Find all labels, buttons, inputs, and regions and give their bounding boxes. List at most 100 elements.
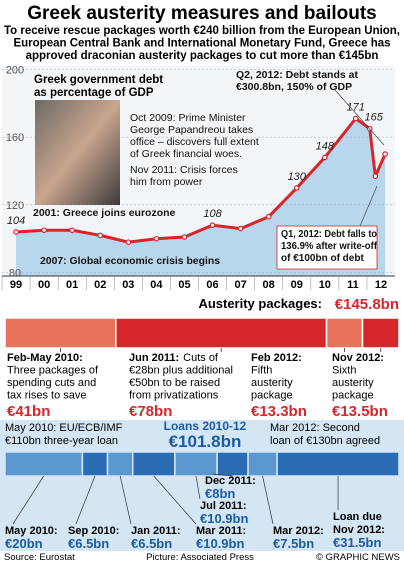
debt-point [69, 227, 75, 234]
debt-point [125, 239, 132, 245]
bar-segment [247, 451, 278, 477]
category-label: Mar 2011: [196, 525, 246, 537]
data-label: 108 [203, 208, 222, 220]
footer-picture: Picture: Associated Press [146, 552, 254, 563]
x-tick-label: 12 [375, 279, 387, 291]
x-tick-label: 00 [38, 279, 50, 291]
description: Sixth [332, 365, 356, 377]
debt-point [322, 154, 328, 161]
value-label: €13.3bn [251, 403, 307, 420]
debt-point [209, 222, 216, 228]
annotation: of €100bn of debt [281, 253, 364, 264]
debt-point [181, 234, 188, 240]
x-tick-label: 06 [206, 279, 218, 291]
x-tick-label: 01 [66, 279, 78, 291]
x-tick-label: 03 [122, 279, 134, 291]
section-title: Loans 2010-12 [164, 419, 247, 433]
y-tick-label: 200 [6, 64, 24, 76]
pin [262, 475, 274, 525]
title: Greek austerity measures and bailouts [27, 3, 377, 24]
debt-point [97, 232, 104, 239]
description: austerity [251, 377, 293, 389]
description: €50bn to be raised [129, 377, 220, 389]
value-label: €8bn [205, 486, 235, 501]
bar-segment [115, 317, 328, 349]
debt-point [293, 185, 300, 191]
category-label: May 2010: [5, 525, 58, 537]
category-label: Jul 2011: [200, 500, 246, 512]
debt-point [13, 229, 19, 235]
debt-point [352, 115, 359, 122]
annotation: 136.9% after write-off [281, 241, 378, 252]
x-tick-label: 08 [263, 279, 275, 291]
pin [75, 475, 96, 525]
category-label: Feb 2012: [251, 352, 302, 364]
category-label: Jun 2011: [129, 352, 179, 364]
bar-segment [276, 451, 400, 477]
annotation: €300.8bn, 150% of GDP [236, 81, 352, 93]
pin [153, 475, 197, 525]
value-label: €10.9bn [200, 511, 248, 526]
pin [195, 475, 201, 500]
bar-segment [81, 451, 109, 477]
data-label: 104 [7, 215, 25, 227]
category-label: Dec 2011: [205, 475, 256, 487]
category-label: Nov 2012: [333, 524, 385, 536]
bar-segment [4, 317, 117, 349]
category-label: Loan due [333, 511, 382, 523]
description: package [332, 390, 374, 402]
x-tick-label: 11 [347, 279, 359, 291]
value-label: €20bn [5, 536, 43, 551]
bar-segment [325, 317, 364, 349]
debt-point [382, 151, 388, 157]
description: from privatizations [129, 390, 219, 402]
annotation: 2007: Global economic crisis begins [40, 255, 220, 267]
value-label: €13.5bn [332, 403, 388, 420]
description: €28bn plus additional [129, 365, 233, 377]
bar-segment [131, 451, 176, 477]
pin [12, 475, 44, 525]
annotation: Oct 2009: Prime Minister [130, 112, 246, 124]
chart-subtitle: Greek government debt [34, 74, 163, 86]
annotation: 2001: Greece joins eurozone [33, 207, 176, 219]
debt-line [15, 117, 387, 244]
note: Mar 2012: Second [270, 422, 360, 434]
y-tick-label: 80 [9, 268, 21, 280]
value-label: €6.5bn [131, 536, 172, 551]
x-tick-label: 09 [291, 279, 303, 291]
x-tick-label: 99 [10, 279, 22, 291]
x-tick-label: 02 [94, 279, 106, 291]
bar-segment [174, 451, 218, 477]
category-label: Mar 2012: [273, 525, 324, 537]
section-total: €101.8bn [169, 432, 242, 451]
debt-point [153, 235, 160, 242]
description: Fifth [251, 365, 272, 377]
data-label: 148 [316, 140, 335, 152]
section-total: €145.8bn [335, 296, 399, 313]
description: tax rises to save [7, 390, 86, 402]
note: loan of €130bn agreed [270, 435, 380, 447]
bar-segment [4, 451, 84, 477]
subtitle: To receive rescue packages worth €240 bi… [4, 25, 400, 37]
category-label: Feb-May 2010: [7, 352, 83, 364]
category-label: Jan 2011: [131, 525, 181, 537]
x-tick-label: 10 [319, 279, 331, 291]
pin [119, 475, 132, 525]
x-tick-label: 04 [150, 279, 163, 291]
annotation-box [276, 225, 378, 270]
annotation-connector [359, 185, 378, 227]
pin [212, 473, 233, 477]
note: May 2010: EU/ECB/IMF [5, 422, 123, 434]
bar-segment [106, 451, 134, 477]
annotation: Q1, 2012: Debt falls to [281, 229, 377, 240]
section-title: Austerity packages: [198, 296, 322, 311]
data-label: 130 [288, 171, 307, 183]
loans-background [0, 420, 404, 551]
description: package [251, 390, 293, 402]
bar-segment [216, 451, 249, 477]
subtitle: European Central Bank and International … [13, 38, 390, 50]
x-tick-label: 07 [234, 279, 246, 291]
debt-point [237, 225, 244, 232]
note: €110bn three-year loan [5, 435, 118, 447]
value-label: €6.5bn [68, 536, 109, 551]
